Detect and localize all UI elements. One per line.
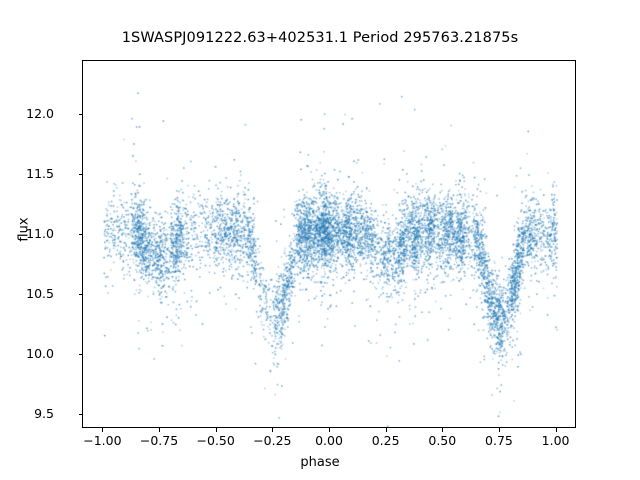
x-axis-label: phase bbox=[300, 455, 340, 470]
y-tick-mark bbox=[78, 294, 82, 295]
x-tick-label: −1.00 bbox=[83, 433, 122, 448]
y-tick-mark bbox=[78, 414, 82, 415]
y-tick-label: 10.0 bbox=[26, 345, 54, 361]
y-tick-mark bbox=[78, 234, 82, 235]
x-tick-label: 1.00 bbox=[541, 433, 570, 448]
x-tick-mark bbox=[159, 428, 160, 432]
x-tick-mark bbox=[386, 428, 387, 432]
x-tick-mark bbox=[499, 428, 500, 432]
x-tick-label: −0.50 bbox=[196, 433, 235, 448]
x-tick-mark bbox=[556, 428, 557, 432]
x-tick-mark bbox=[442, 428, 443, 432]
x-tick-mark bbox=[329, 428, 330, 432]
x-tick-label: −0.25 bbox=[253, 433, 292, 448]
y-tick-label: 11.0 bbox=[26, 225, 54, 241]
scatter-plot-canvas bbox=[83, 61, 575, 427]
x-tick-label: 0.50 bbox=[428, 433, 457, 448]
y-tick-label: 12.0 bbox=[26, 105, 54, 121]
y-tick-mark bbox=[78, 174, 82, 175]
page-title: 1SWASPJ091222.63+402531.1 Period 295763.… bbox=[121, 30, 519, 46]
y-tick-mark bbox=[78, 114, 82, 115]
y-tick-label: 10.5 bbox=[26, 285, 54, 301]
x-tick-label: −0.75 bbox=[139, 433, 179, 448]
plot-axes bbox=[82, 60, 576, 428]
x-tick-label: 0.00 bbox=[315, 433, 343, 448]
x-tick-mark bbox=[272, 428, 273, 432]
y-tick-label: 11.5 bbox=[26, 165, 54, 181]
x-tick-mark bbox=[102, 428, 103, 432]
x-tick-mark bbox=[216, 428, 217, 432]
x-tick-label: 0.25 bbox=[371, 433, 400, 448]
x-tick-label: 0.75 bbox=[485, 433, 513, 448]
y-tick-label: 9.5 bbox=[34, 405, 54, 421]
y-tick-mark bbox=[78, 354, 82, 355]
